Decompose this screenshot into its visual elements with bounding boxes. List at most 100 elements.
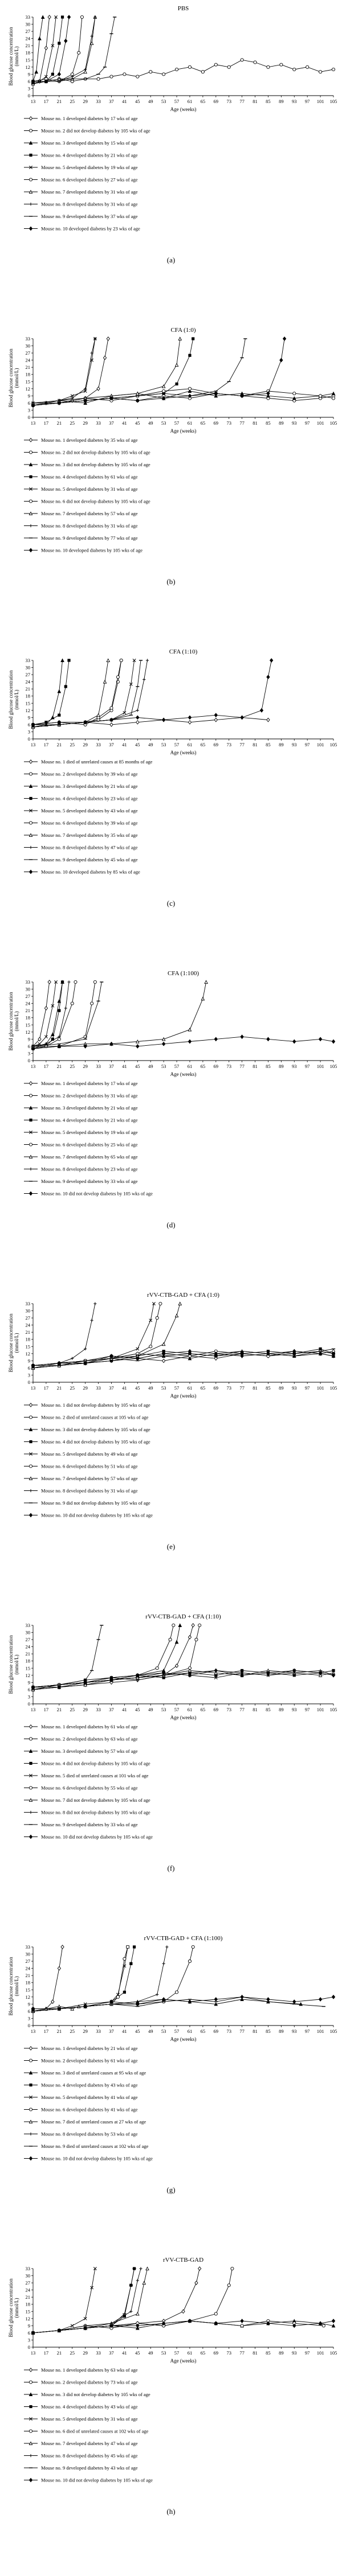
- data-point: [241, 1352, 244, 1355]
- data-point: [83, 398, 87, 403]
- legend-label: Mouse no. 1 developed diabetes by 61 wks…: [41, 1724, 138, 1729]
- x-axis-label: Age (weeks): [170, 2036, 197, 2042]
- legend-marker: [28, 129, 33, 133]
- data-point: [58, 42, 61, 45]
- series-9: [31, 660, 143, 728]
- legend-entry: Mouse no. 10 developed diabetes by 23 wk…: [24, 226, 140, 232]
- legend-entry: Mouse no. 10 did not develop diabetes by…: [24, 2156, 153, 2162]
- data-point: [191, 1623, 195, 1628]
- data-point: [93, 2267, 97, 2270]
- legend-entry: Mouse no. 5 developed diabetes by 49 wks…: [24, 1451, 138, 1457]
- y-tick-label: 3: [28, 85, 30, 91]
- legend-entry: Mouse no. 1 developed diabetes by 63 wks…: [24, 2367, 138, 2373]
- data-point: [44, 1006, 48, 1010]
- legend-label: Mouse no. 8 developed diabetes by 45 wks…: [41, 2453, 138, 2459]
- line-chart: rVV-CTB-GAD + CFA (1:100)036912151821242…: [8, 1935, 337, 2194]
- y-tick-label: 9: [28, 1358, 30, 1363]
- data-point: [83, 401, 87, 405]
- data-point: [70, 2324, 74, 2328]
- data-point: [266, 1351, 270, 1356]
- data-point: [136, 715, 140, 720]
- data-point: [44, 79, 48, 84]
- y-tick-label: 12: [26, 2316, 31, 2322]
- data-point: [201, 70, 205, 74]
- legend-label: Mouse no. 9 developed diabetes by 77 wks…: [41, 535, 138, 541]
- legend-label: Mouse no. 7 developed diabetes by 65 wks…: [41, 1154, 138, 1160]
- x-tick-label: 89: [279, 2028, 284, 2034]
- y-tick-label: 6: [28, 79, 30, 84]
- series-line: [32, 981, 102, 1047]
- legend-entry: Mouse no. 9 died of unrelated causes at …: [24, 2143, 149, 2149]
- x-tick-label: 93: [292, 2350, 297, 2356]
- data-point: [123, 1957, 127, 1961]
- legend-marker: [28, 2368, 33, 2372]
- data-point: [136, 709, 139, 712]
- y-tick-label: 6: [28, 1043, 30, 1049]
- data-point: [158, 1301, 162, 1306]
- series-6: [31, 2319, 325, 2335]
- x-tick-label: 45: [135, 2350, 140, 2356]
- legend-marker: [29, 2083, 32, 2087]
- x-tick-label: 45: [135, 1063, 140, 1069]
- legend-entry: Mouse no. 7 developed diabetes by 47 wks…: [24, 2441, 138, 2446]
- x-tick-label: 25: [70, 1707, 75, 1712]
- x-tick-label: 17: [44, 420, 49, 426]
- x-tick-label: 29: [83, 2350, 88, 2356]
- x-tick-label: 101: [317, 98, 324, 104]
- x-tick-label: 17: [44, 1385, 49, 1391]
- x-tick-label: 105: [330, 742, 337, 747]
- data-point: [57, 1361, 62, 1366]
- legend-label: Mouse no. 3 did not develop diabetes by …: [41, 462, 150, 467]
- x-tick-label: 97: [305, 1063, 310, 1069]
- x-tick-label: 101: [317, 1063, 324, 1069]
- x-tick-label: 85: [266, 420, 271, 426]
- data-point: [197, 2266, 202, 2271]
- series-line: [32, 17, 43, 82]
- series-9: [31, 1996, 325, 2012]
- x-tick-label: 93: [292, 1063, 297, 1069]
- x-tick-label: 77: [239, 98, 245, 104]
- series-7: [31, 1668, 336, 1691]
- legend-entry: Mouse no. 2 developed diabetes by 39 wks…: [24, 771, 138, 777]
- y-tick-label: 30: [26, 1951, 31, 1957]
- legend-entry: Mouse no. 9 developed diabetes by 33 wks…: [24, 1178, 138, 1184]
- data-point: [282, 336, 287, 341]
- data-point: [40, 15, 45, 19]
- x-tick-label: 41: [122, 2028, 127, 2034]
- legend-marker: [28, 1155, 33, 1159]
- legend-entry: Mouse no. 8 developed diabetes by 53 wks…: [24, 2131, 138, 2137]
- x-tick-label: 69: [214, 1707, 219, 1712]
- x-tick-label: 17: [44, 2350, 49, 2356]
- legend-marker: [28, 821, 33, 825]
- data-point: [149, 1345, 153, 1349]
- data-point: [109, 75, 113, 79]
- series-3: [31, 658, 64, 729]
- legend-label: Mouse no. 5 developed diabetes by 31 wks…: [41, 2416, 138, 2422]
- data-point: [57, 72, 62, 77]
- data-point: [174, 1663, 179, 1669]
- legend-label: Mouse no. 4 developed diabetes by 43 wks…: [41, 2404, 138, 2410]
- series-10: [31, 2319, 336, 2335]
- series-1: [31, 1623, 195, 1692]
- data-point: [71, 396, 74, 400]
- data-point: [188, 389, 192, 393]
- legend-entry: Mouse no. 4 did not develop diabetes by …: [24, 1439, 150, 1445]
- y-tick-label: 15: [26, 1344, 31, 1349]
- legend-entry: Mouse no. 1 developed diabetes by 21 wks…: [24, 2045, 138, 2051]
- series-7: [31, 1301, 182, 1370]
- y-axis-label: Blood glucose concentration(mmol/L): [8, 348, 19, 407]
- series-line: [33, 338, 246, 404]
- data-point: [149, 70, 153, 74]
- x-tick-label: 45: [135, 1707, 140, 1712]
- legend-marker: [28, 833, 33, 837]
- data-point: [119, 658, 123, 663]
- x-tick-label: 81: [253, 2350, 258, 2356]
- x-tick-label: 13: [31, 1385, 36, 1391]
- legend-entry: Mouse no. 6 developed diabetes by 41 wks…: [24, 2107, 138, 2113]
- data-point: [194, 1638, 198, 1642]
- series-line: [32, 2320, 324, 2333]
- legend-label: Mouse no. 4 did not develop diabetes by …: [41, 1761, 150, 1766]
- data-point: [57, 1966, 62, 1971]
- x-axis-label: Age (weeks): [170, 1393, 197, 1399]
